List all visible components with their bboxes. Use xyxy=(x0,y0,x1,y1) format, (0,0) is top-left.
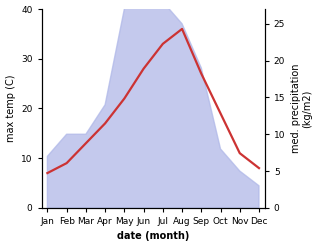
Y-axis label: max temp (C): max temp (C) xyxy=(5,75,16,142)
Y-axis label: med. precipitation
(kg/m2): med. precipitation (kg/m2) xyxy=(291,64,313,153)
X-axis label: date (month): date (month) xyxy=(117,231,190,242)
